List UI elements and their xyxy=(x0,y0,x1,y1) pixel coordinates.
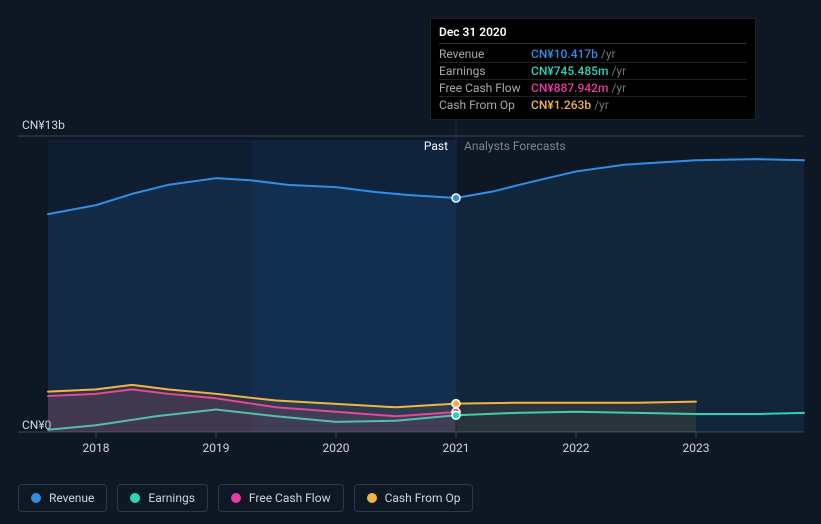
legend-item-earnings[interactable]: Earnings xyxy=(117,484,208,512)
legend-dot-icon xyxy=(231,493,241,503)
tooltip-row: Cash From OpCN¥1.263b/yr xyxy=(439,97,747,114)
legend-item-revenue[interactable]: Revenue xyxy=(18,484,107,512)
svg-text:2022: 2022 xyxy=(563,441,590,455)
tooltip-row: RevenueCN¥10.417b/yr xyxy=(439,46,747,63)
tooltip-row-label: Earnings xyxy=(439,63,531,80)
chart-legend: Revenue Earnings Free Cash Flow Cash From O… xyxy=(18,484,473,512)
legend-item-fcf[interactable]: Free Cash Flow xyxy=(218,484,344,512)
svg-text:2023: 2023 xyxy=(683,441,710,455)
svg-text:CN¥13b: CN¥13b xyxy=(22,118,65,132)
tooltip-table: RevenueCN¥10.417b/yrEarningsCN¥745.485m/… xyxy=(439,46,747,113)
tooltip-row-label: Cash From Op xyxy=(439,97,531,114)
legend-dot-icon xyxy=(367,493,377,503)
svg-text:2019: 2019 xyxy=(203,441,230,455)
tooltip-date: Dec 31 2020 xyxy=(439,25,747,44)
svg-text:Analysts Forecasts: Analysts Forecasts xyxy=(464,139,566,153)
tooltip-row: Free Cash FlowCN¥887.942m/yr xyxy=(439,80,747,97)
tooltip-row-value: CN¥10.417b/yr xyxy=(531,46,747,63)
chart-tooltip: Dec 31 2020 RevenueCN¥10.417b/yrEarnings… xyxy=(430,18,756,120)
legend-label: Cash From Op xyxy=(385,491,461,505)
svg-text:2020: 2020 xyxy=(323,441,350,455)
svg-text:2018: 2018 xyxy=(83,441,110,455)
legend-dot-icon xyxy=(130,493,140,503)
tooltip-row-label: Free Cash Flow xyxy=(439,80,531,97)
legend-label: Earnings xyxy=(148,491,195,505)
tooltip-row: EarningsCN¥745.485m/yr xyxy=(439,63,747,80)
svg-text:Past: Past xyxy=(424,139,448,153)
tooltip-row-value: CN¥745.485m/yr xyxy=(531,63,747,80)
legend-label: Revenue xyxy=(49,491,94,505)
svg-text:2021: 2021 xyxy=(443,441,470,455)
tooltip-row-label: Revenue xyxy=(439,46,531,63)
legend-item-cfo[interactable]: Cash From Op xyxy=(354,484,474,512)
tooltip-row-value: CN¥887.942m/yr xyxy=(531,80,747,97)
legend-dot-icon xyxy=(31,493,41,503)
tooltip-row-value: CN¥1.263b/yr xyxy=(531,97,747,114)
legend-label: Free Cash Flow xyxy=(249,491,331,505)
